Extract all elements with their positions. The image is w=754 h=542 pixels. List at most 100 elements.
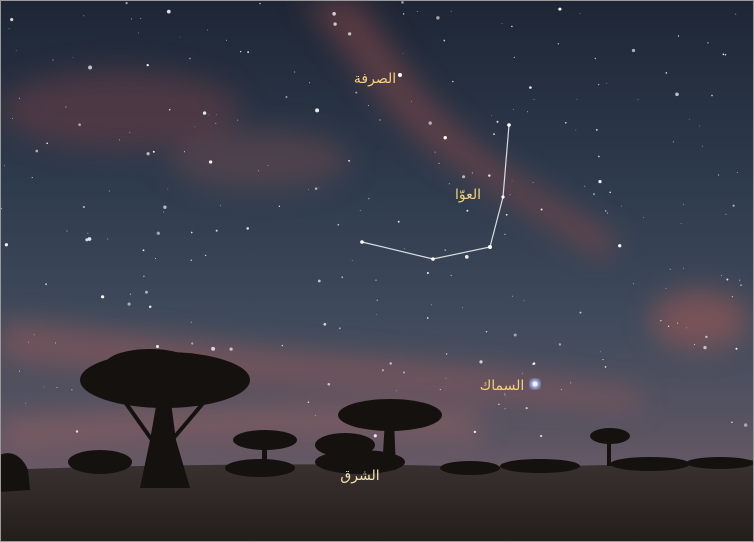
star xyxy=(699,125,700,126)
star xyxy=(348,32,351,35)
star xyxy=(514,333,517,336)
star xyxy=(726,214,727,215)
star xyxy=(147,64,149,66)
direction-label: الشرق xyxy=(340,468,379,484)
star xyxy=(559,343,561,345)
star xyxy=(702,146,703,147)
star xyxy=(156,345,159,348)
star xyxy=(673,141,674,142)
star xyxy=(689,119,690,120)
star xyxy=(157,232,160,235)
star xyxy=(191,259,192,260)
star xyxy=(529,86,532,89)
star xyxy=(398,221,400,223)
star xyxy=(32,177,33,178)
star xyxy=(606,83,607,84)
star xyxy=(465,255,469,259)
star xyxy=(739,280,740,281)
star xyxy=(78,123,81,126)
star xyxy=(16,50,17,51)
star xyxy=(308,401,310,403)
star xyxy=(101,295,104,298)
star xyxy=(440,389,441,390)
star xyxy=(541,208,543,210)
star xyxy=(733,205,735,207)
star xyxy=(514,57,515,58)
star xyxy=(681,223,682,224)
star xyxy=(44,387,45,388)
star xyxy=(191,322,192,323)
star xyxy=(446,378,447,379)
star xyxy=(28,342,29,343)
star xyxy=(435,152,436,153)
star xyxy=(268,165,269,166)
star xyxy=(558,43,560,45)
star xyxy=(526,407,528,409)
star xyxy=(427,272,429,274)
star xyxy=(504,234,505,235)
star xyxy=(205,255,207,257)
star xyxy=(633,283,634,284)
star xyxy=(83,15,84,16)
arcturus xyxy=(533,382,538,387)
star xyxy=(686,328,687,329)
star xyxy=(666,72,668,74)
star xyxy=(143,249,145,251)
star xyxy=(474,431,476,433)
star xyxy=(718,174,719,175)
star xyxy=(428,121,431,124)
star xyxy=(374,434,377,437)
star xyxy=(319,188,320,189)
star xyxy=(65,106,66,107)
star xyxy=(220,205,221,206)
star xyxy=(339,327,341,329)
star xyxy=(491,115,492,116)
star xyxy=(126,2,128,4)
star xyxy=(315,187,318,190)
star xyxy=(565,122,567,124)
star xyxy=(621,206,622,207)
star xyxy=(149,306,152,309)
star xyxy=(570,382,571,383)
star xyxy=(584,186,585,187)
star xyxy=(53,60,54,61)
star xyxy=(333,22,336,25)
star xyxy=(598,180,601,183)
star xyxy=(449,183,450,184)
star xyxy=(723,54,725,56)
star xyxy=(736,348,738,350)
star xyxy=(216,114,217,115)
star xyxy=(444,249,446,251)
star xyxy=(246,227,249,230)
star xyxy=(511,26,512,27)
star xyxy=(259,3,261,5)
star xyxy=(403,53,404,54)
star xyxy=(534,99,535,100)
star xyxy=(46,143,48,145)
star xyxy=(609,191,611,193)
star xyxy=(308,189,309,190)
star xyxy=(109,190,110,191)
star xyxy=(25,403,26,404)
star xyxy=(707,42,708,43)
star xyxy=(638,99,639,100)
star xyxy=(446,353,447,354)
star xyxy=(140,18,141,19)
star xyxy=(677,323,678,324)
star xyxy=(348,160,350,162)
star xyxy=(561,389,562,390)
star xyxy=(209,115,210,116)
star xyxy=(203,111,206,114)
star xyxy=(128,303,131,306)
star xyxy=(237,120,238,121)
star xyxy=(163,206,166,209)
star xyxy=(352,260,353,261)
star xyxy=(282,345,283,346)
star xyxy=(431,305,432,306)
star xyxy=(496,121,498,123)
star xyxy=(258,170,259,171)
star xyxy=(73,57,74,58)
star xyxy=(596,129,598,131)
star xyxy=(703,346,706,349)
star xyxy=(607,212,608,213)
